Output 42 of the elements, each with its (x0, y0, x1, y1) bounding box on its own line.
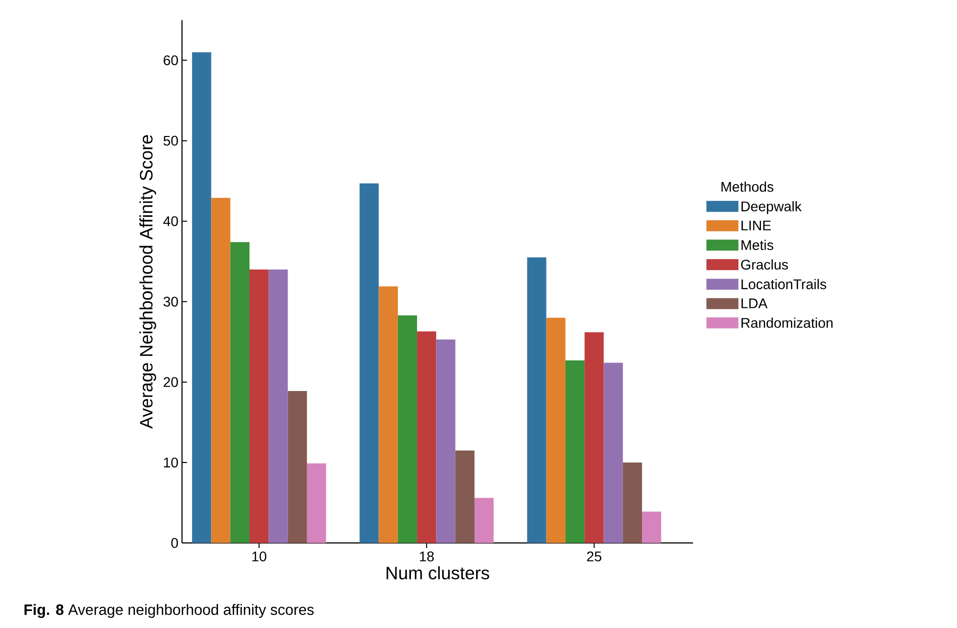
bar (436, 339, 456, 543)
x-tick-label: 10 (252, 551, 266, 562)
legend-label: LDA (742, 298, 768, 308)
bar (268, 269, 288, 543)
legend-label: Metis (742, 240, 774, 250)
bar (527, 257, 546, 543)
y-tick-label: 60 (164, 55, 178, 66)
bar (398, 315, 418, 543)
bar (584, 332, 604, 543)
bar (455, 450, 474, 543)
bar (622, 462, 642, 543)
x-tick-label: 18 (420, 551, 434, 562)
y-tick-label: 50 (164, 136, 178, 146)
bar (546, 318, 566, 543)
legend-label: Graclus (741, 259, 788, 270)
bar (474, 498, 494, 543)
bar (378, 286, 398, 543)
bar (604, 362, 623, 543)
legend-label: Deepwalk (742, 201, 802, 214)
y-tick-label: 30 (164, 296, 178, 307)
y-tick-label: 10 (164, 458, 178, 468)
bar (417, 331, 436, 543)
legend-label: Randomization (742, 318, 833, 328)
x-tick-label: 25 (587, 551, 602, 562)
y-tick-label: 40 (163, 216, 178, 226)
legend-label: LINE (742, 220, 771, 230)
bar (306, 463, 326, 543)
bar (288, 390, 307, 543)
bar (250, 269, 269, 543)
y-axis-title: Average Neighborhood Affinity Score (139, 135, 156, 429)
bar (360, 183, 379, 543)
bar (565, 360, 585, 543)
y-tick-label: 20 (164, 377, 178, 388)
legend-title: Methods (722, 182, 774, 192)
bar (192, 52, 212, 543)
text: Fig. 8 Average neighborhood affinity scores (24, 604, 314, 618)
bar (211, 198, 230, 543)
bar (642, 512, 662, 543)
legend-label: LocationTrails (742, 278, 826, 290)
bar (230, 242, 250, 543)
x-axis-title: Num clusters (386, 566, 490, 580)
y-tick-label: 0 (171, 538, 178, 548)
